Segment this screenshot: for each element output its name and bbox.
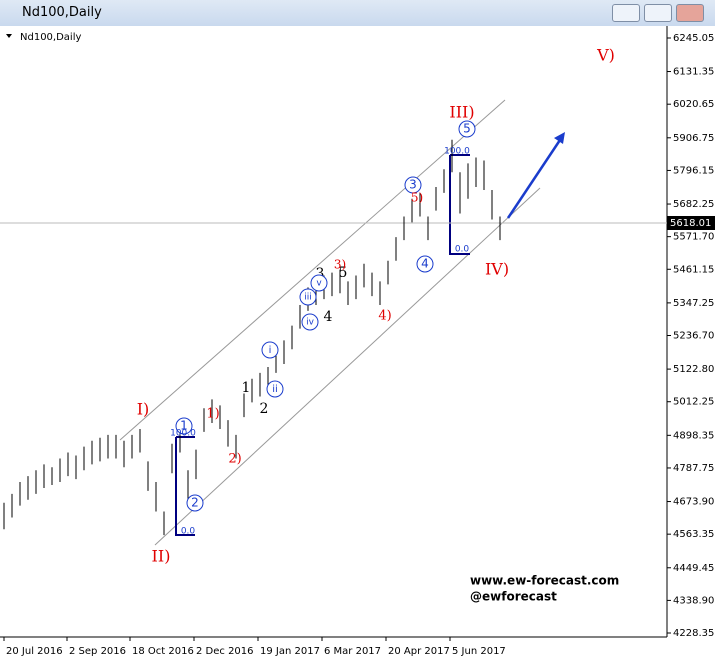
wave-label: 5 [463, 122, 471, 136]
wave-circle [186, 494, 204, 512]
wave-label: @ewforecast [470, 590, 557, 604]
wave-circle [261, 341, 279, 359]
projection-arrow [506, 139, 562, 219]
y-tick-label: 4449.45 [673, 563, 714, 574]
wave-label: 2 [260, 401, 269, 417]
channel-lower [154, 187, 541, 546]
y-tick-label: 4898.35 [673, 430, 714, 441]
wave-label: 4 [324, 309, 333, 325]
wave-label: V) [596, 46, 615, 65]
current-price-label: 5618.01 [670, 218, 711, 229]
fib-box [449, 154, 470, 255]
y-tick-label: 5906.75 [673, 133, 714, 144]
wave-label: 5 [339, 265, 348, 281]
wave-label: 0.0 [455, 245, 470, 255]
wave-label: i [269, 345, 272, 356]
wave-label: III) [449, 103, 474, 122]
wave-label: 2) [228, 452, 241, 467]
wave-circle [266, 380, 284, 398]
y-tick-label: 6020.65 [673, 99, 714, 110]
wave-label: iii [304, 293, 312, 303]
y-tick-label: 5012.25 [673, 397, 714, 408]
wave-label: v [316, 279, 322, 289]
minimize-button[interactable] [612, 4, 640, 22]
chart-bg [0, 26, 715, 663]
y-tick-label: 5347.25 [673, 298, 714, 309]
wave-circle [175, 417, 193, 435]
y-tick-label: 4563.35 [673, 529, 714, 540]
channel-upper [119, 99, 506, 441]
y-tick-label: 6245.05 [673, 33, 714, 44]
y-tick-label: 5461.15 [673, 264, 714, 275]
x-tick-label: 20 Apr 2017 [388, 646, 450, 657]
y-tick-label: 4338.90 [673, 595, 714, 606]
x-tick-label: 6 Mar 2017 [324, 646, 381, 657]
wave-label: 3) [334, 258, 346, 272]
wave-label: 1) [206, 407, 219, 422]
wave-label: 0.0 [181, 527, 196, 537]
x-tick-label: 20 Jul 2016 [6, 646, 63, 657]
wave-label: iv [306, 318, 315, 328]
y-tick-label: 5796.15 [673, 165, 714, 176]
x-tick-label: 5 Jun 2017 [452, 646, 506, 657]
chart-title: Nd100,Daily [20, 32, 81, 43]
wave-circle [416, 255, 434, 273]
title-bar: Nd100,Daily [0, 0, 715, 26]
y-tick-label: 6131.35 [673, 67, 714, 78]
wave-circle [301, 313, 319, 331]
wave-label: 4) [378, 309, 391, 324]
y-tick-label: 5571.70 [673, 232, 714, 243]
y-tick-label: 5236.70 [673, 330, 714, 341]
wave-label: II) [152, 547, 171, 566]
wave-label: ii [272, 384, 278, 395]
window-title: Nd100,Daily [22, 5, 102, 20]
wave-label: 3 [409, 178, 417, 192]
wave-circle [310, 274, 328, 292]
y-tick-label: 5122.80 [673, 364, 714, 375]
wave-label: 4 [421, 257, 429, 271]
x-tick-label: 18 Oct 2016 [132, 646, 194, 657]
x-tick-label: 2 Dec 2016 [196, 646, 254, 657]
x-tick-label: 19 Jan 2017 [260, 646, 320, 657]
chart: Nd100,Daily 6245.05 6131.35 6020.65 5906.75… [0, 26, 715, 663]
x-tick-label: 2 Sep 2016 [69, 646, 126, 657]
wave-circle [299, 288, 317, 306]
wave-label: 5) [411, 191, 423, 205]
fib-box [175, 436, 195, 536]
wave-label: www.ew-forecast.com [470, 574, 619, 588]
y-tick-label: 4673.90 [673, 497, 714, 508]
wave-label: I) [137, 400, 150, 419]
y-tick-label: 5682.25 [673, 199, 714, 210]
maximize-button[interactable] [644, 4, 672, 22]
wave-circle [404, 176, 422, 194]
menu-arrow [6, 34, 12, 38]
wave-label: IV) [485, 260, 509, 279]
current-price-box [667, 215, 715, 230]
wave-label: 1 [242, 380, 251, 396]
wave-circle [458, 120, 476, 138]
y-tick-label: 4787.75 [673, 463, 714, 474]
close-button[interactable] [676, 4, 704, 22]
y-tick-label: 4228.35 [673, 628, 714, 639]
arrow-head [554, 132, 565, 144]
wave-label: 100.0 [444, 147, 470, 157]
wave-label: 3 [316, 266, 325, 282]
wave-label: 100.0 [170, 429, 196, 439]
wave-label: 1 [180, 419, 188, 433]
wave-label: 2 [191, 496, 199, 510]
